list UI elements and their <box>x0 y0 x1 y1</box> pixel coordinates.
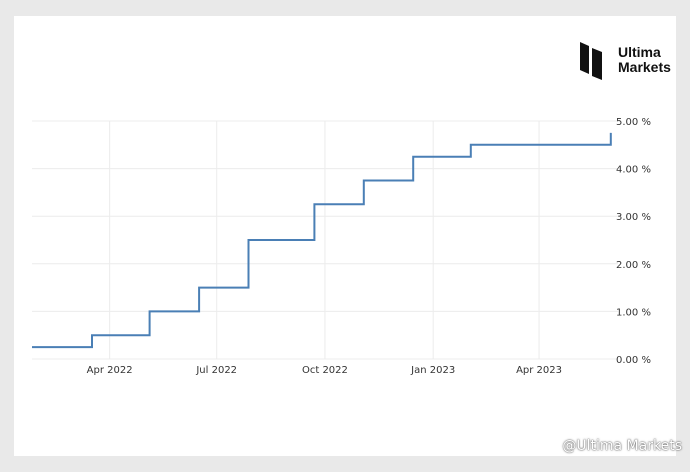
weibo-icon <box>540 440 558 453</box>
brand-line2: Markets <box>618 59 671 75</box>
y-tick-label: 4.00 % <box>616 165 651 176</box>
x-tick-label: Apr 2023 <box>516 365 562 376</box>
chart-card: 0.00 % 1.00 % 2.00 % 3.00 % 4.00 % 5.00 % Apr… <box>14 16 676 456</box>
x-tick-label: Jul 2022 <box>195 365 237 376</box>
y-tick-label: 1.00 % <box>616 307 651 318</box>
brand-text: Ultima Markets <box>618 45 671 75</box>
chart-svg: 0.00 % 1.00 % 2.00 % 3.00 % 4.00 % 5.00 % Apr… <box>31 117 651 376</box>
watermark-text: @Ultima Markets <box>562 438 682 454</box>
y-tick-label: 2.00 % <box>616 260 651 271</box>
grid-layer <box>32 120 618 360</box>
x-tick-label: Oct 2022 <box>302 365 348 376</box>
brand-logo: Ultima Markets <box>580 40 671 80</box>
y-tick-label: 0.00 % <box>616 355 651 366</box>
brand-line1: Ultima <box>618 44 661 60</box>
y-tick-label: 5.00 % <box>616 117 651 128</box>
y-tick-label: 3.00 % <box>616 212 651 223</box>
watermark: @Ultima Markets <box>540 438 682 454</box>
x-tick-label: Apr 2022 <box>87 365 133 376</box>
x-axis: Apr 2022 Jul 2022 Oct 2022 Jan 2023 Apr 2023 <box>87 365 562 376</box>
series-layer <box>31 132 612 349</box>
x-tick-label: Jan 2023 <box>410 365 455 376</box>
ultima-logo-icon <box>580 42 602 80</box>
y-axis: 0.00 % 1.00 % 2.00 % 3.00 % 4.00 % 5.00 % <box>616 117 651 366</box>
series-step-line <box>32 132 612 349</box>
